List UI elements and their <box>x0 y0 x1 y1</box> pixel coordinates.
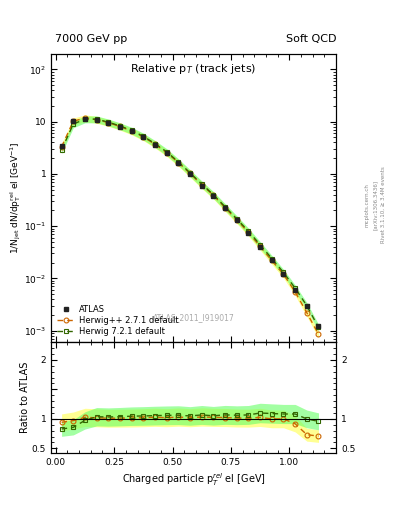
Y-axis label: 1/N$_\mathregular{jet}$ dN/dp$_\mathregular{T}^\mathregular{rel}$ el [GeV$^{-1}$: 1/N$_\mathregular{jet}$ dN/dp$_\mathregu… <box>8 142 22 254</box>
Text: Soft QCD: Soft QCD <box>286 33 336 44</box>
Text: Rivet 3.1.10, ≥ 3.4M events: Rivet 3.1.10, ≥ 3.4M events <box>381 166 386 243</box>
Text: mcplots.cern.ch: mcplots.cern.ch <box>364 183 369 227</box>
Text: Relative p$_{T}$ (track jets): Relative p$_{T}$ (track jets) <box>130 62 257 76</box>
X-axis label: Charged particle p$_{T}^{rel}$ el [GeV]: Charged particle p$_{T}^{rel}$ el [GeV] <box>122 471 265 488</box>
Text: 7000 GeV pp: 7000 GeV pp <box>55 33 127 44</box>
Legend: ATLAS, Herwig++ 2.7.1 default, Herwig 7.2.1 default: ATLAS, Herwig++ 2.7.1 default, Herwig 7.… <box>55 304 180 338</box>
Text: ATLAS_2011_I919017: ATLAS_2011_I919017 <box>152 313 235 322</box>
Y-axis label: Ratio to ATLAS: Ratio to ATLAS <box>20 362 31 433</box>
Text: [arXiv:1306.3436]: [arXiv:1306.3436] <box>373 180 378 230</box>
